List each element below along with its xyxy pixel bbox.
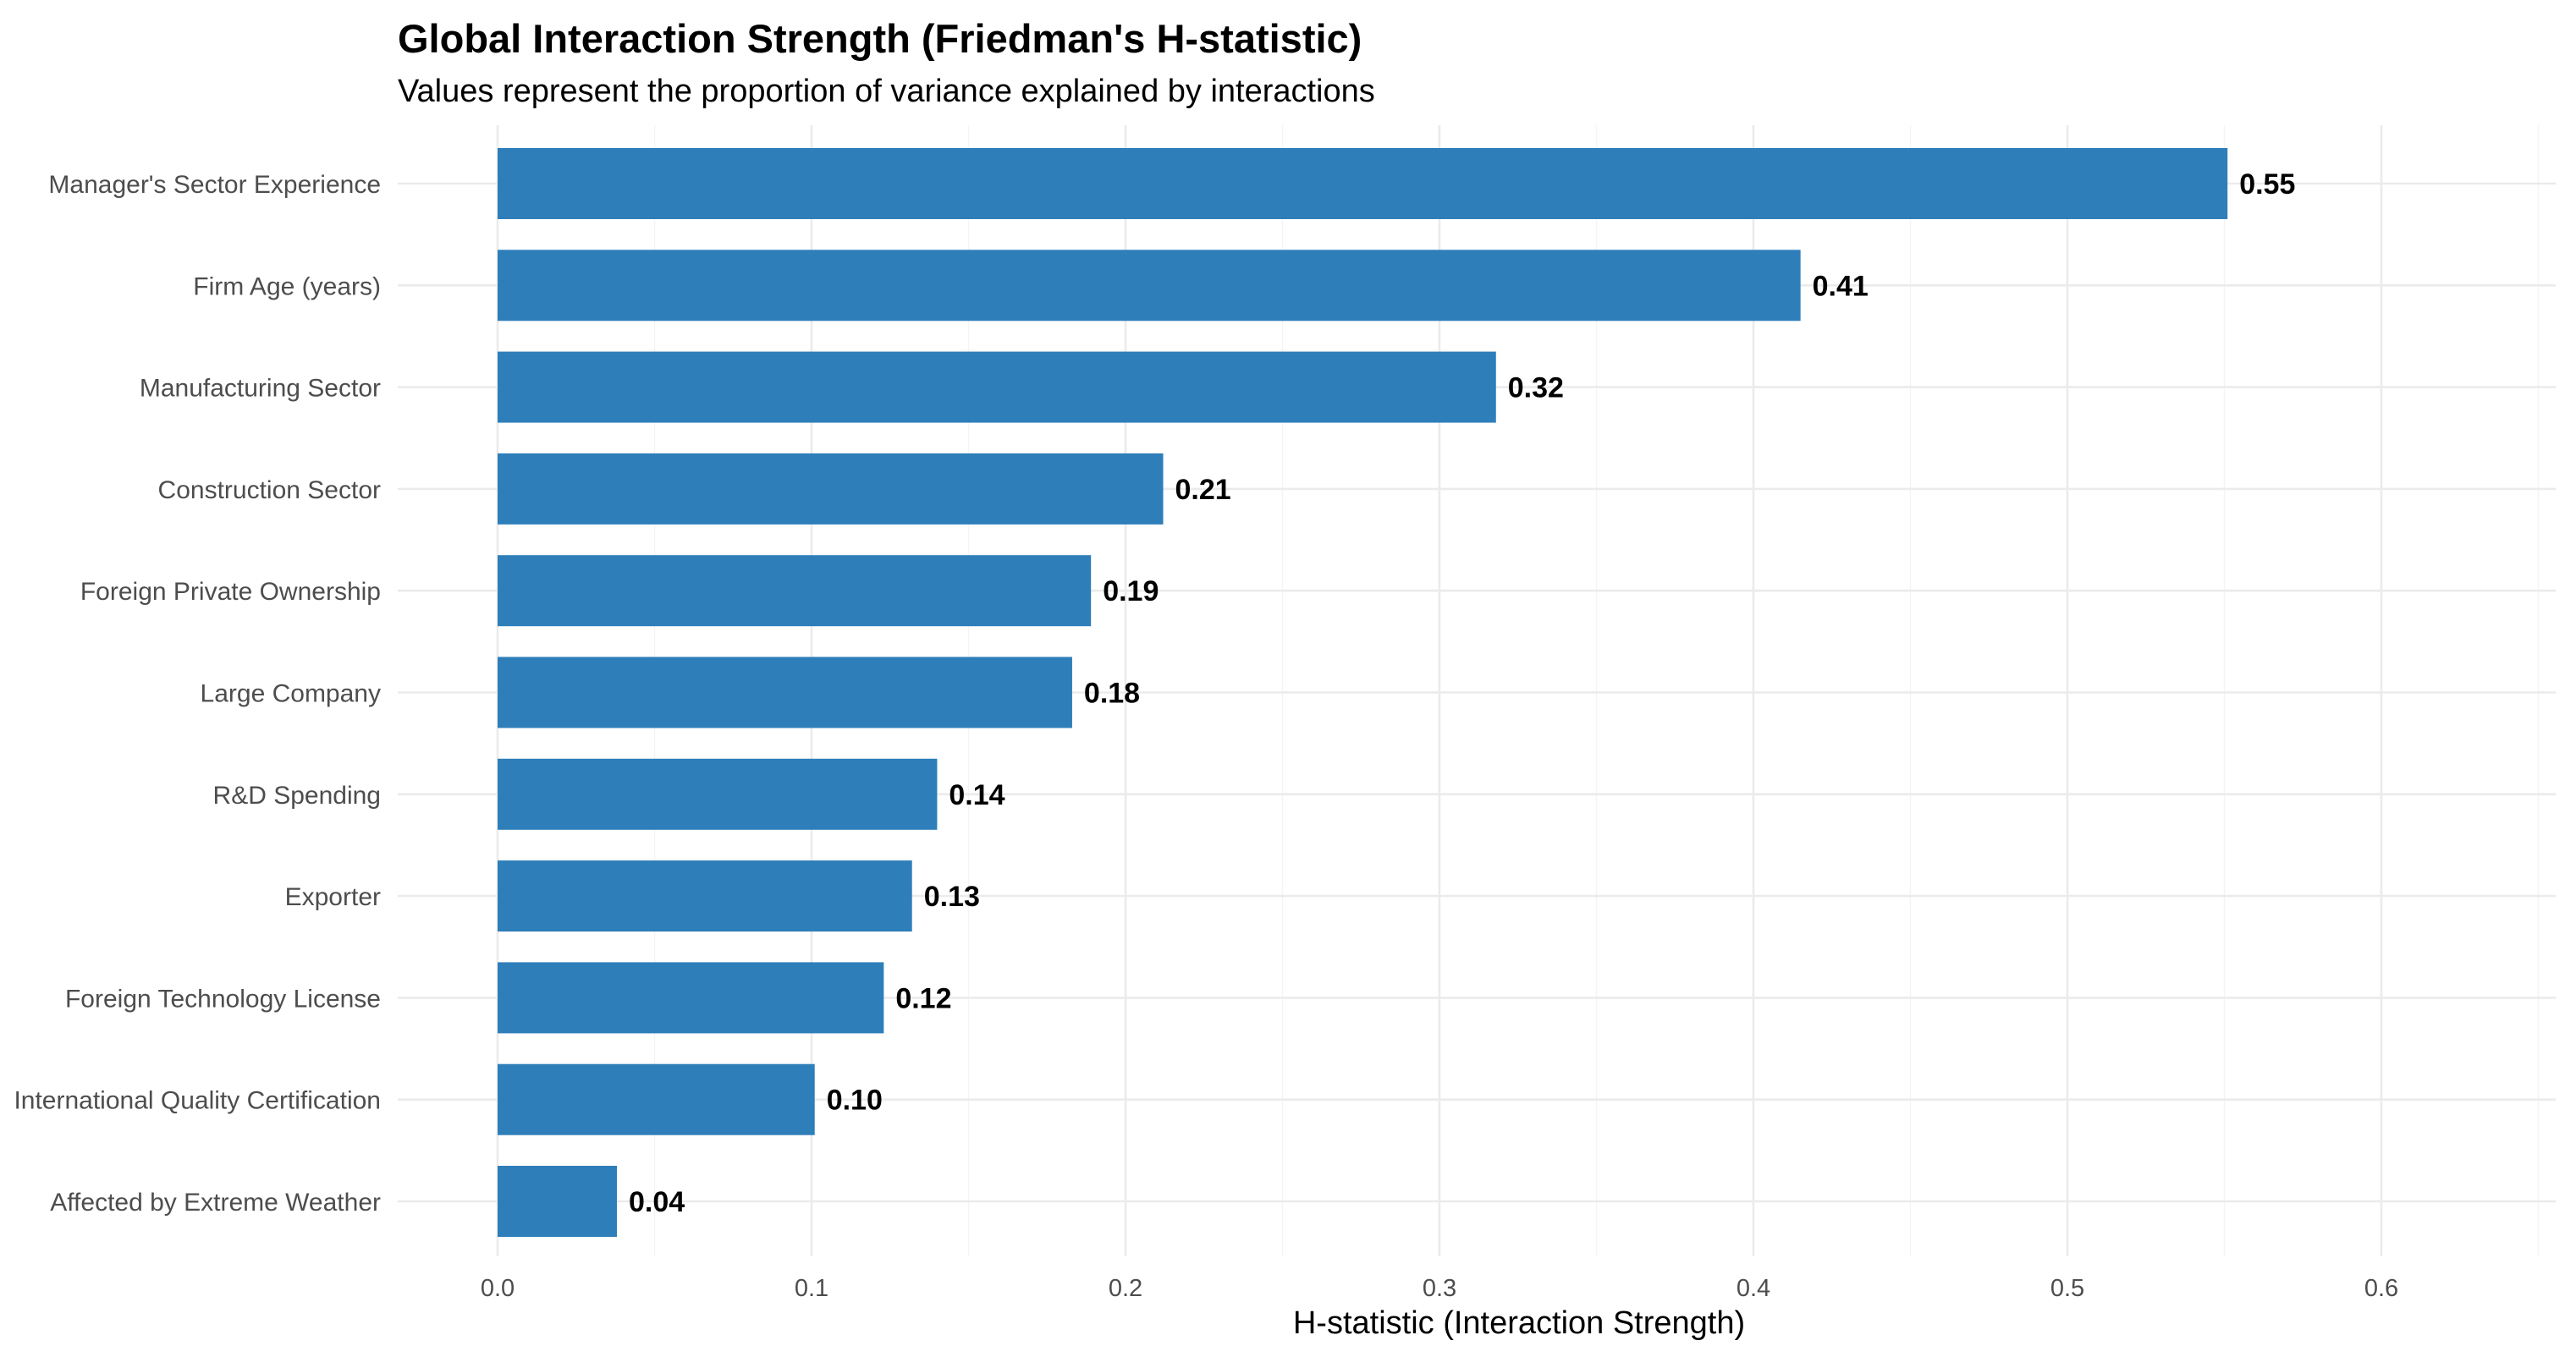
bar bbox=[498, 758, 938, 830]
bar bbox=[498, 453, 1164, 525]
x-tick-labels: 0.0 0.1 0.2 0.3 0.4 0.5 0.6 bbox=[481, 1275, 2398, 1302]
bar bbox=[498, 250, 1801, 321]
x-tick-label: 0.3 bbox=[1423, 1275, 1456, 1302]
x-tick-label: 0.0 bbox=[481, 1275, 515, 1302]
chart-title: Global Interaction Strength (Friedman's … bbox=[398, 16, 1362, 61]
bar-value-label: 0.32 bbox=[1508, 372, 1564, 404]
category-label: Foreign Technology License bbox=[65, 985, 381, 1013]
category-label: Manager's Sector Experience bbox=[48, 171, 381, 199]
category-label: Construction Sector bbox=[158, 476, 381, 504]
x-tick-label: 0.4 bbox=[1737, 1275, 1770, 1302]
category-label: Firm Age (years) bbox=[193, 272, 381, 300]
category-labels: Manager's Sector Experience Firm Age (yea… bbox=[14, 171, 381, 1217]
bar-value-label: 0.10 bbox=[827, 1085, 883, 1117]
x-tick-label: 0.1 bbox=[795, 1275, 828, 1302]
bar bbox=[498, 657, 1072, 728]
category-label: Affected by Extreme Weather bbox=[50, 1189, 381, 1217]
bar-value-label: 0.55 bbox=[2239, 168, 2295, 201]
x-tick-label: 0.2 bbox=[1109, 1275, 1142, 1302]
bar-value-label: 0.18 bbox=[1084, 678, 1140, 710]
bars bbox=[498, 148, 2228, 1237]
bar-value-label: 0.13 bbox=[924, 881, 980, 913]
x-axis-label: H-statistic (Interaction Strength) bbox=[1293, 1305, 1745, 1341]
chart-subtitle: Values represent the proportion of varia… bbox=[398, 74, 1375, 109]
bar-value-label: 0.12 bbox=[895, 982, 951, 1014]
category-label: Foreign Private Ownership bbox=[80, 578, 381, 606]
bar-value-label: 0.19 bbox=[1103, 575, 1159, 607]
bar-value-label: 0.14 bbox=[949, 779, 1005, 811]
category-label: Manufacturing Sector bbox=[140, 375, 381, 403]
bar bbox=[498, 148, 2228, 219]
bar bbox=[498, 1166, 617, 1237]
category-label: Large Company bbox=[201, 680, 381, 708]
bar bbox=[498, 555, 1092, 627]
bar bbox=[498, 962, 884, 1034]
bar bbox=[498, 860, 912, 932]
bar bbox=[498, 1063, 815, 1135]
bar bbox=[498, 351, 1496, 423]
x-tick-label: 0.5 bbox=[2050, 1275, 2084, 1302]
value-labels: 0.55 0.41 0.32 0.21 0.19 0.18 0.14 0.13 0.12 0.10… bbox=[629, 168, 2295, 1218]
category-label: International Quality Certification bbox=[14, 1087, 381, 1115]
bar-value-label: 0.41 bbox=[1813, 270, 1869, 302]
category-label: R&D Spending bbox=[213, 782, 381, 810]
bar-value-label: 0.04 bbox=[629, 1186, 685, 1218]
bar-value-label: 0.21 bbox=[1175, 474, 1231, 506]
category-label: Exporter bbox=[285, 883, 381, 911]
x-tick-label: 0.6 bbox=[2364, 1275, 2398, 1302]
